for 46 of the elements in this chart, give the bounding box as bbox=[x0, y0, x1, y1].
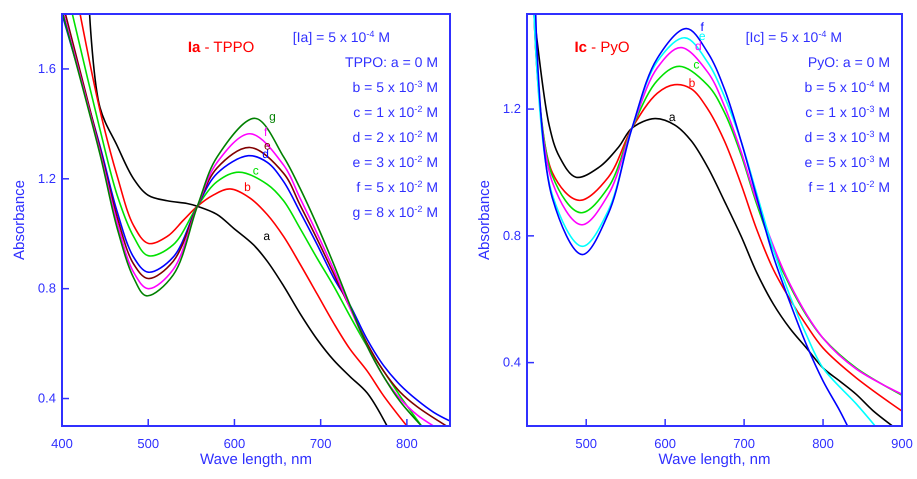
text: Ic - PyO bbox=[574, 39, 630, 56]
annotation: f = 1 x 10$^{-2}$ M bbox=[808, 179, 890, 195]
y-tick-label: 0.8 bbox=[38, 280, 56, 296]
x-tick-label: 600 bbox=[224, 436, 246, 451]
annotation: c = 1 x 10$^{-2}$ M bbox=[353, 104, 438, 120]
y-tick-label: 0.8 bbox=[502, 228, 521, 243]
y-tick-label: 0.4 bbox=[502, 354, 521, 370]
x-tick-label: 800 bbox=[396, 436, 418, 451]
annotation: e = 5 x 10$^{-3}$ M bbox=[804, 154, 890, 170]
annotation: [Ia] = 5 x 10$^{-4}$ M bbox=[292, 29, 390, 45]
x-tick-label: 700 bbox=[310, 436, 332, 451]
series-label: b bbox=[688, 76, 696, 90]
annotation: e = 3 x 10$^{-2}$ M bbox=[352, 154, 438, 170]
annotation: d = 2 x 10$^{-2}$ M bbox=[352, 129, 438, 145]
y-axis-title: Absorbance bbox=[11, 180, 28, 260]
y-tick-label: 1.6 bbox=[38, 60, 56, 76]
annotation: f = 5 x 10$^{-2}$ M bbox=[356, 179, 438, 195]
x-axis-title: Wave length, nm bbox=[200, 451, 312, 468]
x-tick-label: 700 bbox=[733, 436, 755, 451]
text: Ia - TPPO bbox=[188, 39, 254, 56]
y-axis-title: Absorbance bbox=[476, 180, 493, 260]
series-label: c bbox=[693, 57, 700, 72]
annotation: PyO: a = 0 M bbox=[808, 54, 890, 70]
x-axis-title: Wave length, nm bbox=[658, 451, 770, 468]
x-tick-label: 600 bbox=[654, 436, 676, 451]
x-tick-label: 800 bbox=[812, 436, 834, 451]
y-tick-label: 1.2 bbox=[502, 101, 521, 116]
series-label: a bbox=[263, 228, 270, 243]
annotation: TPPO: a = 0 M bbox=[345, 54, 438, 70]
series-label: f bbox=[264, 124, 268, 139]
annotation: g = 8 x 10$^{-2}$ M bbox=[352, 204, 438, 220]
series-label: a bbox=[668, 110, 676, 124]
annotation: [Ic] = 5 x 10$^{-4}$ M bbox=[746, 29, 842, 45]
series-label: c bbox=[252, 163, 259, 178]
x-tick-label: 900 bbox=[891, 436, 913, 451]
series-label: b bbox=[244, 180, 252, 194]
annotation: b = 5 x 10$^{-3}$ M bbox=[352, 79, 438, 95]
annotation: c = 1 x 10$^{-3}$ M bbox=[805, 104, 890, 120]
y-tick-label: 1.2 bbox=[38, 170, 56, 186]
y-tick-label: 0.4 bbox=[38, 390, 56, 406]
annotation: d = 3 x 10$^{-3}$ M bbox=[804, 129, 890, 145]
annotation: b = 5 x 10$^{-4}$ M bbox=[804, 79, 890, 95]
x-tick-label: 500 bbox=[575, 436, 598, 451]
x-tick-label: 500 bbox=[137, 436, 160, 451]
x-tick-label: 400 bbox=[51, 436, 73, 451]
series-label: g bbox=[269, 110, 276, 124]
